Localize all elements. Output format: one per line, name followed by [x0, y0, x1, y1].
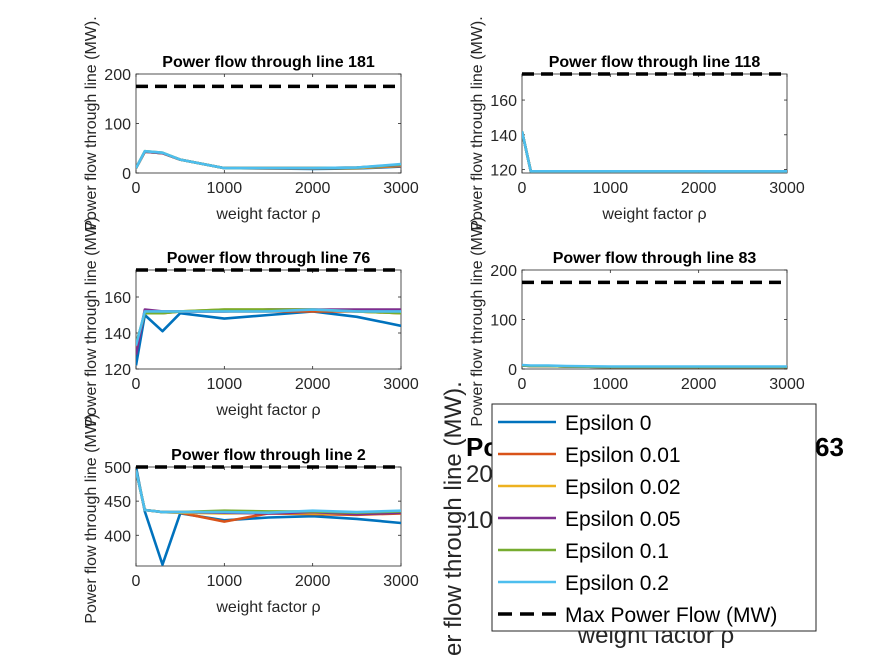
- series-group: [522, 280, 787, 369]
- series-line-epsilon-0_2: [136, 308, 401, 346]
- y-tick-label: 100: [104, 117, 131, 134]
- legend-label: Epsilon 0.05: [565, 508, 681, 531]
- legend-label: Epsilon 0.1: [565, 540, 669, 563]
- axes-frame: [135, 73, 402, 174]
- y-tick-label: 0: [508, 362, 517, 379]
- y-tick-label: 450: [104, 494, 131, 511]
- series-group: [136, 84, 401, 171]
- x-tick-label: 3000: [383, 180, 419, 197]
- x-tick-label: 1000: [593, 376, 629, 393]
- x-tick-label: 0: [132, 573, 141, 590]
- legend-label: Epsilon 0.01: [565, 444, 681, 467]
- legend-entry: Max Power Flow (MW): [498, 604, 777, 627]
- x-axis-label: weight factor ρ: [215, 402, 320, 419]
- x-tick-label: 2000: [295, 376, 331, 393]
- y-axis-label: Power flow through line (MW).: [83, 16, 100, 230]
- axes-frame: [135, 269, 402, 370]
- series-group: [522, 72, 787, 173]
- legend-entry: Epsilon 0: [498, 412, 651, 435]
- x-tick-label: 3000: [383, 376, 419, 393]
- y-tick-label: 200: [104, 67, 131, 84]
- y-tick-label: 160: [490, 93, 517, 110]
- legend-label: Max Power Flow (MW): [565, 604, 777, 627]
- x-tick-label: 1000: [207, 180, 243, 197]
- x-tick-label: 0: [518, 180, 527, 197]
- series-group: [136, 268, 401, 366]
- occluded-tick-20: 20: [466, 461, 493, 488]
- subplot-title: Power flow through line 181: [162, 54, 375, 71]
- occluded-tick-10: 10: [466, 507, 493, 534]
- y-axis-label: Power flow through line (MW).: [469, 212, 486, 426]
- series-line-epsilon-0_2: [136, 470, 401, 515]
- x-axis-label: weight factor ρ: [215, 206, 320, 223]
- axes-frame: [521, 269, 788, 370]
- y-tick-label: 500: [104, 460, 131, 477]
- x-tick-label: 3000: [769, 180, 805, 197]
- y-axis-label: Power flow through line (MW).: [83, 409, 100, 623]
- y-tick-label: 200: [490, 263, 517, 280]
- legend-entry: Epsilon 0.01: [498, 444, 681, 467]
- y-tick-label: 140: [490, 128, 517, 145]
- subplot-title: Power flow through line 118: [549, 54, 761, 71]
- y-tick-label: 100: [490, 313, 517, 330]
- x-tick-label: 2000: [681, 180, 717, 197]
- series-line-epsilon-0_2: [522, 363, 787, 368]
- x-tick-label: 0: [132, 180, 141, 197]
- y-tick-label: 120: [104, 362, 131, 379]
- x-tick-label: 0: [132, 376, 141, 393]
- occluded-title-end: 63: [815, 432, 844, 462]
- legend-entry: Epsilon 0.2: [498, 572, 669, 595]
- occluded-subplot: Po 63 20 10 weight factor ρ er flow thro…: [440, 381, 844, 656]
- y-axis-label: Power flow through line (MW).: [83, 212, 100, 426]
- series-line-epsilon-0_2: [522, 131, 787, 173]
- y-tick-label: 140: [104, 326, 131, 343]
- y-tick-label: 0: [122, 166, 131, 183]
- series-group: [136, 465, 401, 566]
- y-tick-label: 120: [490, 163, 517, 180]
- series-line-epsilon-0: [136, 310, 401, 366]
- y-tick-label: 400: [104, 528, 131, 545]
- legend-entry: Epsilon 0.05: [498, 508, 681, 531]
- subplot-title: Power flow through line 83: [553, 250, 757, 267]
- legend: Epsilon 0 Epsilon 0.01 Epsilon 0.02 Epsilon…: [491, 403, 817, 632]
- y-tick-label: 160: [104, 290, 131, 307]
- x-tick-label: 2000: [681, 376, 717, 393]
- x-tick-label: 0: [518, 376, 527, 393]
- x-tick-label: 2000: [295, 180, 331, 197]
- legend-label: Epsilon 0.2: [565, 572, 669, 595]
- x-tick-label: 3000: [383, 573, 419, 590]
- series-line-epsilon-0_2: [136, 149, 401, 170]
- subplot-title: Power flow through line 76: [167, 250, 371, 267]
- subplot-title: Power flow through line 2: [171, 447, 366, 464]
- legend-label: Epsilon 0.02: [565, 476, 681, 499]
- legend-entry: Epsilon 0.02: [498, 476, 681, 499]
- x-tick-label: 1000: [207, 573, 243, 590]
- axes-frame: [521, 73, 788, 174]
- x-tick-label: 3000: [769, 376, 805, 393]
- x-tick-label: 2000: [295, 573, 331, 590]
- x-axis-label: weight factor ρ: [601, 206, 706, 223]
- legend-entry: Epsilon 0.1: [498, 540, 669, 563]
- legend-label: Epsilon 0: [565, 412, 651, 435]
- x-tick-label: 1000: [207, 376, 243, 393]
- occluded-ylabel: er flow through line (MW).: [440, 381, 467, 656]
- x-axis-label: weight factor ρ: [215, 599, 320, 616]
- x-tick-label: 1000: [593, 180, 629, 197]
- y-axis-label: Power flow through line (MW).: [469, 16, 486, 230]
